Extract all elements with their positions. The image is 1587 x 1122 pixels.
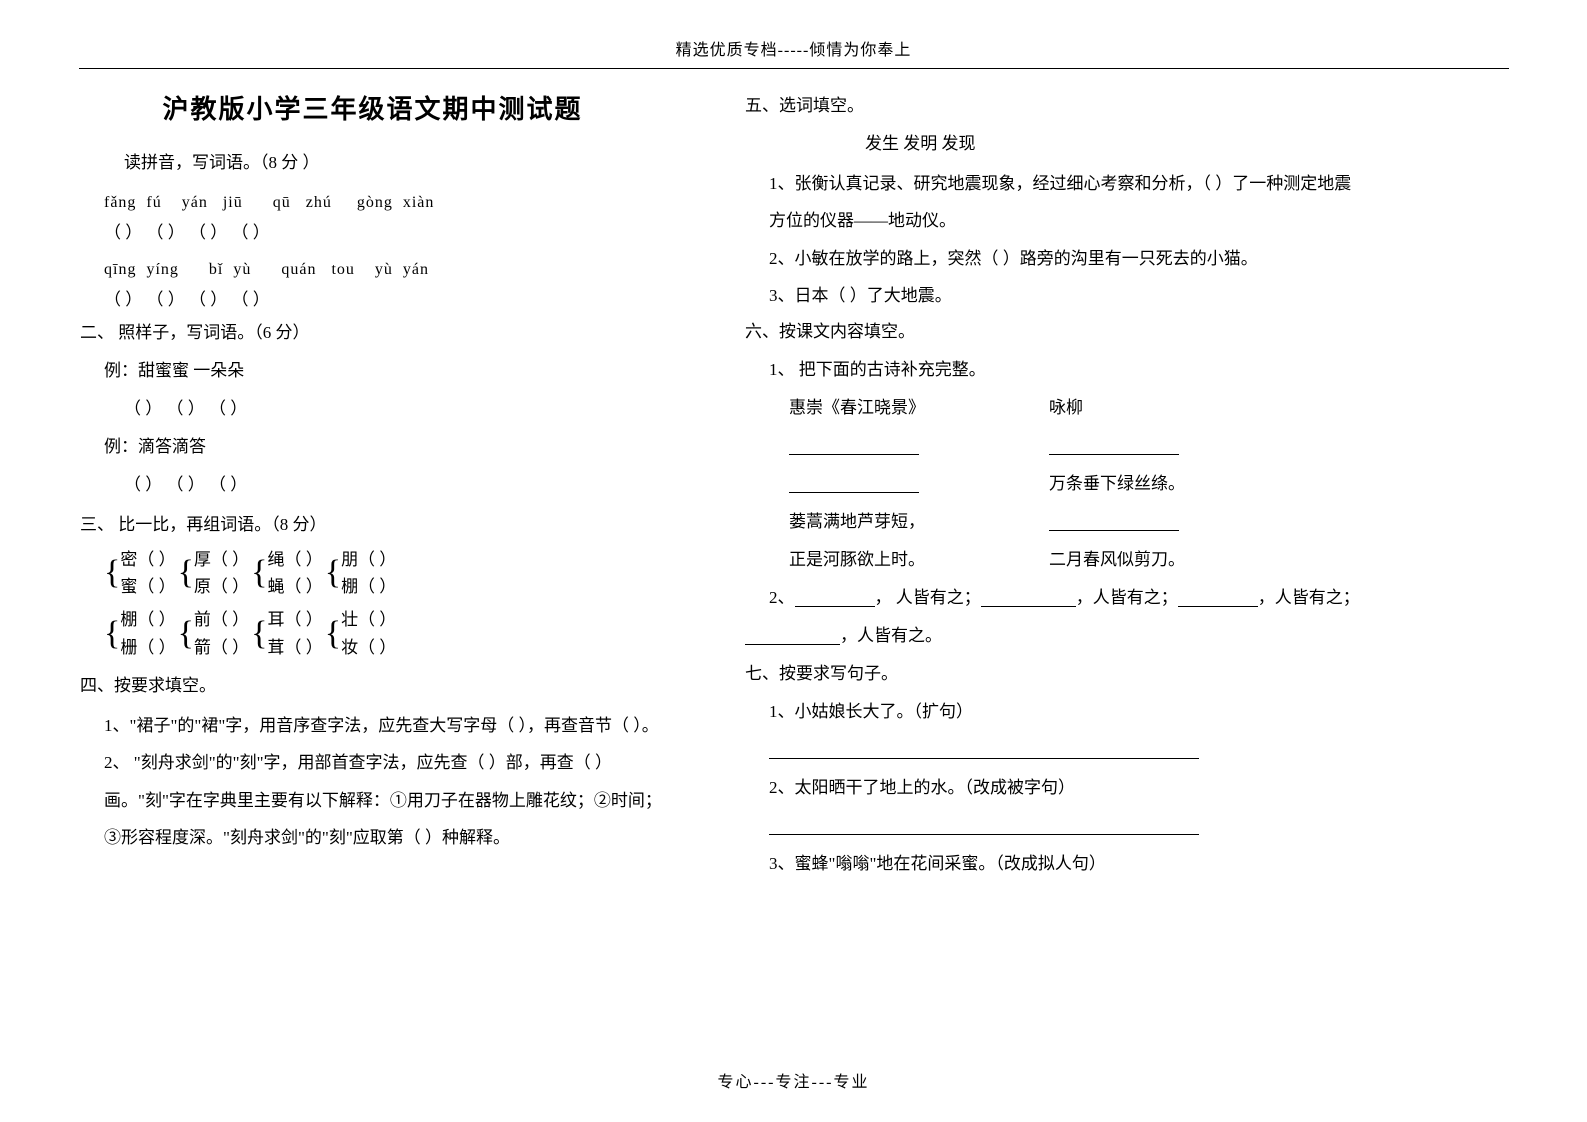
brace-pair: { 壮（ ） 妆（ ） (325, 606, 397, 660)
poem2-line4: 二月春风似剪刀。 (1049, 543, 1365, 577)
word-cell: 密（ ） (120, 546, 175, 573)
section7-heading: 七、按要求写句子。 (745, 657, 1365, 691)
blank-short (795, 591, 875, 607)
poem1-title: 惠崇《春江晓景》 (789, 391, 1049, 425)
s1-heading-text: 读拼音，写词语。（8 分 ） (124, 153, 320, 172)
doc-title: 沪教版小学三年级语文期中测试题 (80, 89, 665, 126)
s2-parens2: （ ） （ ） （ ） (124, 468, 665, 502)
poem-row-4: 正是河豚欲上时。 二月春风似剪刀。 (789, 543, 1365, 581)
blank-line-long (769, 743, 1199, 759)
brace-pair: { 前（ ） 箭（ ） (178, 606, 250, 660)
word-cell: 壮（ ） (341, 606, 396, 633)
s5-choices: 发生 发明 发现 (865, 127, 1365, 161)
blank-short (981, 591, 1076, 607)
brace-icon: { (178, 617, 194, 651)
brace-icon: { (178, 556, 194, 590)
s7-item3: 3、蜜蜂"嗡嗡"地在花间采蜜。（改成拟人句） (769, 847, 1365, 881)
blank-line (1049, 515, 1179, 531)
s6-sub2-t2: ，人皆有之； (1076, 588, 1178, 607)
word-cell: 茸（ ） (267, 634, 322, 661)
poem1-line4: 正是河豚欲上时。 (789, 543, 1049, 577)
brace-icon: { (325, 617, 341, 651)
section1-heading: 读拼音，写词语。（8 分 ） (124, 146, 665, 180)
word-cell: 绳（ ） (267, 546, 322, 573)
pinyin-row-2: qīng yíng bǐ yù quán tou yù yán (104, 261, 665, 279)
right-column: 五、选词填空。 发生 发明 发现 1、张衡认真记录、研究地震现象，经过细心考察和… (745, 89, 1365, 885)
word-cell: 妆（ ） (341, 634, 396, 661)
left-column: 沪教版小学三年级语文期中测试题 读拼音，写词语。（8 分 ） fǎng fú y… (80, 89, 665, 885)
s6-sub2-cont: ，人皆有之。 (745, 619, 1365, 653)
s7-blank2 (769, 809, 1365, 843)
page-header: 精选优质专档-----倾情为你奉上 (0, 0, 1587, 60)
paren-row-1: （ ） （ ） （ ） （ ） (104, 218, 665, 243)
page-footer: 专心---专注---专业 (0, 1068, 1587, 1092)
pinyin-row-1: fǎng fú yán jiū qū zhú gòng xiàn (104, 194, 665, 212)
brace-icon: { (104, 556, 120, 590)
header-rule (79, 68, 1509, 69)
poem-row-2: 万条垂下绿丝绦。 (789, 467, 1365, 505)
word-cell: 棚（ ） (341, 573, 396, 600)
s5-item2: 2、小敏在放学的路上，突然（ ）路旁的沟里有一只死去的小猫。 (769, 240, 1365, 277)
poem1-line3: 蒌蒿满地芦芽短， (789, 505, 1049, 539)
paren-row-2: （ ） （ ） （ ） （ ） (104, 285, 665, 310)
brace-icon: { (251, 556, 267, 590)
blank-line (1049, 439, 1179, 455)
poem2-title: 咏柳 (1049, 391, 1365, 425)
blank-short (1178, 591, 1258, 607)
s6-sub2: 2、 ， 人皆有之； ，人皆有之； ，人皆有之； (769, 581, 1365, 615)
pinyin-text-1: fǎng fú yán jiū qū zhú gòng xiàn (104, 194, 434, 212)
brace-pair: { 厚（ ） 原（ ） (178, 546, 250, 600)
section2-heading: 二、 照样子，写词语。（6 分） (80, 316, 665, 350)
s7-blank1 (769, 733, 1365, 767)
word-cell: 厚（ ） (194, 546, 249, 573)
brace-icon: { (104, 617, 120, 651)
brace-pair: { 绳（ ） 蝇（ ） (251, 546, 323, 600)
s6-sub2-t1: ， 人皆有之； (875, 588, 981, 607)
s4-item1: 1、"裙子"的"裙"字，用音序查字法，应先查大写字母（ ），再查音节（ ）。 (104, 707, 665, 744)
poem-row-blank1 (789, 429, 1365, 467)
pinyin-text-2: qīng yíng bǐ yù quán tou yù yán (104, 261, 429, 279)
s7-item1: 1、小姑娘长大了。（扩句） (769, 695, 1365, 729)
s6-sub2-t4: ，人皆有之。 (840, 626, 942, 645)
poem-row-3: 蒌蒿满地芦芽短， (789, 505, 1365, 543)
brace-pair: { 朋（ ） 棚（ ） (325, 546, 397, 600)
s6-sub1: 1、 把下面的古诗补充完整。 (769, 353, 1365, 387)
brace-row-1: { 密（ ） 蜜（ ） { 厚（ ） 原（ ） { (104, 546, 665, 600)
word-cell: 原（ ） (194, 573, 249, 600)
word-cell: 棚（ ） (120, 606, 175, 633)
word-cell: 朋（ ） (341, 546, 396, 573)
word-cell: 蝇（ ） (267, 573, 322, 600)
s5-item1: 1、张衡认真记录、研究地震现象，经过细心考察和分析，（ ）了一种测定地震方位的仪… (769, 165, 1365, 240)
blank-line (789, 439, 919, 455)
word-cell: 前（ ） (194, 606, 249, 633)
word-cell: 栅（ ） (120, 634, 175, 661)
blank-short (745, 629, 840, 645)
brace-pair: { 耳（ ） 茸（ ） (251, 606, 323, 660)
blank-line-long (769, 819, 1199, 835)
section5-heading: 五、选词填空。 (745, 89, 1365, 123)
section3-heading: 三、 比一比，再组词语。（8 分） (80, 508, 665, 542)
word-cell: 耳（ ） (267, 606, 322, 633)
s2-example1: 例：甜蜜蜜 一朵朵 (104, 354, 665, 388)
section6-heading: 六、按课文内容填空。 (745, 315, 1365, 349)
s5-item3: 3、日本（ ）了大地震。 (769, 277, 1365, 314)
s6-sub2-t3: ，人皆有之； (1258, 588, 1360, 607)
s7-item2: 2、太阳晒干了地上的水。（改成被字句） (769, 771, 1365, 805)
brace-row-2: { 棚（ ） 栅（ ） { 前（ ） 箭（ ） { (104, 606, 665, 660)
word-cell: 箭（ ） (194, 634, 249, 661)
word-cell: 蜜（ ） (120, 573, 175, 600)
main-container: 沪教版小学三年级语文期中测试题 读拼音，写词语。（8 分 ） fǎng fú y… (0, 89, 1587, 885)
section4-heading: 四、按要求填空。 (80, 669, 665, 703)
s6-sub2-prefix: 2、 (769, 588, 795, 607)
brace-pair: { 棚（ ） 栅（ ） (104, 606, 176, 660)
brace-icon: { (325, 556, 341, 590)
poem2-line2: 万条垂下绿丝绦。 (1049, 467, 1365, 501)
poem-titles: 惠崇《春江晓景》 咏柳 (789, 391, 1365, 429)
s4-item2: 2、 "刻舟求剑"的"刻"字，用部首查字法，应先查（ ）部，再查（ ）画。"刻"… (104, 744, 665, 856)
s2-example2: 例：滴答滴答 (104, 430, 665, 464)
blank-line (789, 477, 919, 493)
brace-pair: { 密（ ） 蜜（ ） (104, 546, 176, 600)
s2-parens1: （ ） （ ） （ ） (124, 392, 665, 426)
brace-icon: { (251, 617, 267, 651)
